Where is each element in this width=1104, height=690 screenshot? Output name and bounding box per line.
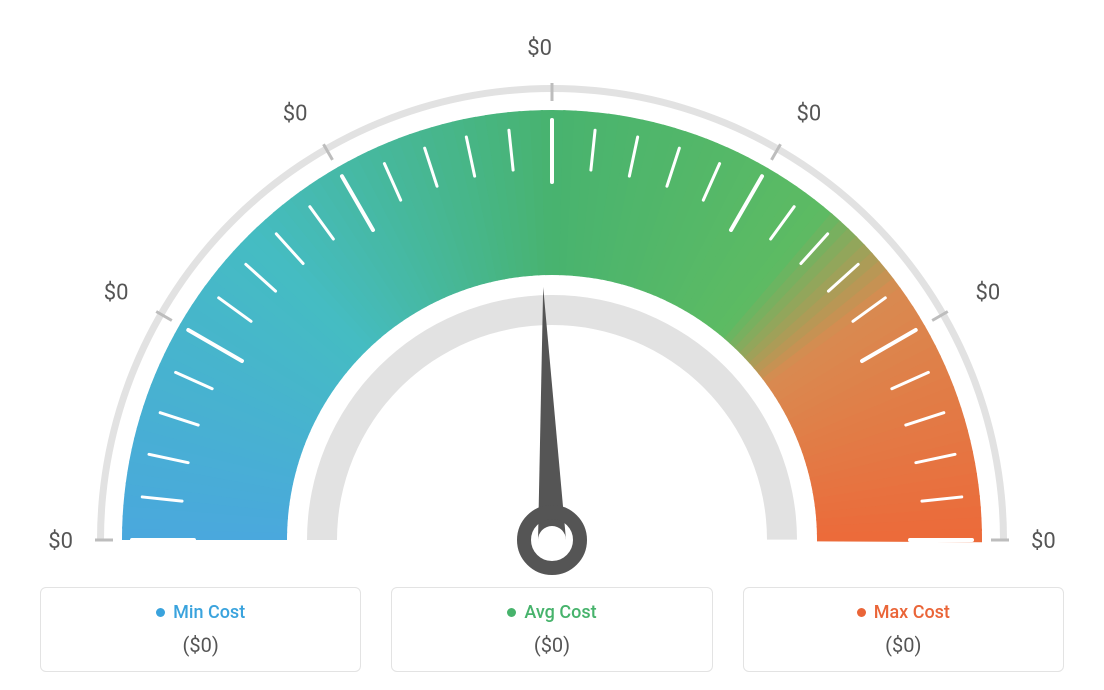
gauge-container: $0 $0 $0 $0 $0 $0 $0 bbox=[0, 0, 1104, 560]
legend-label-max: Max Cost bbox=[874, 602, 950, 623]
legend-value-max: ($0) bbox=[754, 633, 1053, 657]
legend-label-avg: Avg Cost bbox=[524, 602, 596, 623]
gauge-chart: $0 $0 $0 $0 $0 $0 $0 bbox=[22, 20, 1082, 580]
legend-dot-max bbox=[857, 608, 866, 617]
legend-card-max: Max Cost ($0) bbox=[743, 587, 1064, 672]
gauge-tick-label: $0 bbox=[527, 36, 552, 61]
legend-dot-avg bbox=[507, 608, 516, 617]
legend-label-min: Min Cost bbox=[173, 602, 245, 623]
gauge-tick-label: $0 bbox=[975, 281, 1000, 306]
legend-value-min: ($0) bbox=[51, 633, 350, 657]
gauge-tick-label: $0 bbox=[1031, 529, 1056, 554]
gauge-tick-label: $0 bbox=[48, 529, 73, 554]
legend-dot-min bbox=[156, 608, 165, 617]
legend-value-avg: ($0) bbox=[402, 633, 701, 657]
legend-card-avg: Avg Cost ($0) bbox=[391, 587, 712, 672]
gauge-tick-label: $0 bbox=[283, 102, 308, 127]
legend-card-min: Min Cost ($0) bbox=[40, 587, 361, 672]
gauge-tick-label: $0 bbox=[104, 281, 129, 306]
legend-row: Min Cost ($0) Avg Cost ($0) Max Cost ($0… bbox=[40, 587, 1064, 672]
gauge-tick-label: $0 bbox=[797, 102, 822, 127]
